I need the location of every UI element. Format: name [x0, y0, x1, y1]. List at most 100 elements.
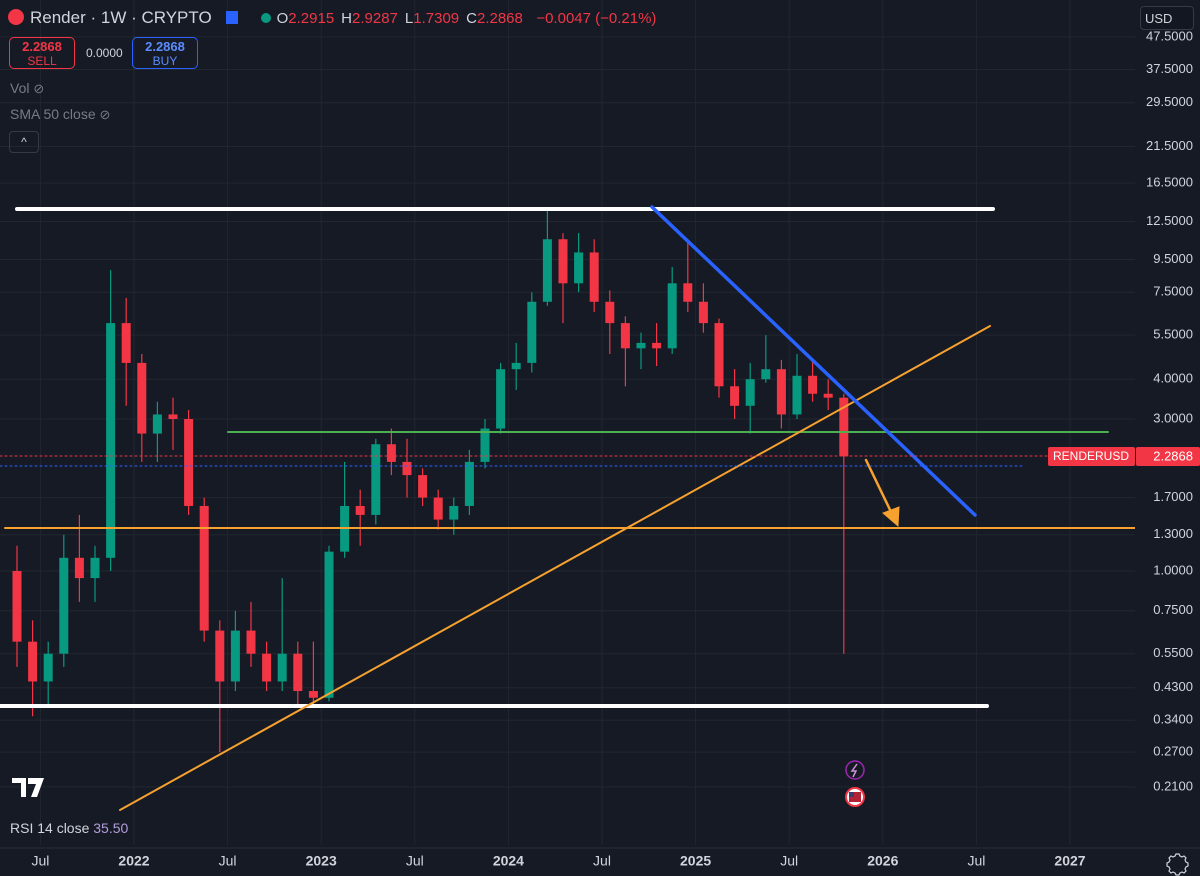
- y-tick-label: 0.7500: [1153, 602, 1193, 617]
- candle-body: [28, 641, 38, 682]
- settings-icon[interactable]: [1166, 853, 1189, 876]
- y-axis: 47.5000 37.5000 29.5000 21.5000 16.5000 12.50…: [1146, 28, 1193, 793]
- x-tick-label: 2024: [493, 853, 524, 869]
- y-tick-label: 0.4300: [1153, 679, 1193, 694]
- x-tick-label: 2022: [118, 853, 149, 869]
- ohlc-value: 2.2868: [476, 10, 523, 27]
- candle-body: [792, 375, 802, 415]
- candle-body: [449, 505, 459, 520]
- event-icon[interactable]: [845, 760, 865, 780]
- y-tick-label: 47.5000: [1146, 28, 1193, 43]
- price-tag-symbol-bg: [1048, 447, 1135, 466]
- x-tick-label: Jul: [219, 853, 237, 869]
- candle-body: [558, 239, 568, 284]
- vol-label: Vol: [10, 80, 30, 96]
- vol-indicator[interactable]: Vol ⊘: [10, 80, 44, 97]
- sell-button[interactable]: 2.2868 SELL: [9, 37, 75, 69]
- candle-body: [730, 386, 740, 406]
- candle-body: [776, 369, 786, 415]
- flag-canton: [849, 792, 854, 797]
- candle-body: [277, 653, 287, 682]
- sell-price: 2.2868: [22, 39, 62, 54]
- y-tick-label: 0.2100: [1153, 778, 1193, 793]
- y-tick-label: 1.7000: [1153, 489, 1193, 504]
- candle-body: [324, 551, 334, 698]
- arrow-shaft: [864, 458, 895, 518]
- status-dot: [260, 13, 271, 23]
- y-tick-label: 29.5000: [1146, 94, 1193, 109]
- candle-body: [714, 323, 724, 387]
- hide-icon: ⊘: [33, 81, 45, 96]
- flag-marker: [226, 11, 239, 24]
- blue-trendline: [650, 205, 977, 517]
- candle-body: [12, 570, 22, 642]
- candle-body: [355, 505, 365, 515]
- x-tick-label: Jul: [406, 853, 424, 869]
- candle-body: [480, 428, 490, 462]
- candle-body: [43, 653, 53, 682]
- y-tick-label: 0.3400: [1153, 712, 1193, 727]
- symbol[interactable]: Render · 1W · CRYPTO: [30, 8, 212, 27]
- orange-trendline: [119, 325, 991, 811]
- change: −0.0047 (−0.21%): [536, 10, 657, 27]
- candle-body: [527, 301, 537, 363]
- candle-body: [839, 397, 849, 457]
- hide-icon: ⊘: [99, 107, 111, 122]
- y-tick-label: 9.5000: [1153, 251, 1193, 266]
- candle-body: [652, 342, 662, 349]
- candle-body: [808, 375, 818, 394]
- x-tick-label: Jul: [593, 853, 611, 869]
- ohlc-key: O: [276, 10, 289, 27]
- x-tick-label: 2025: [680, 853, 711, 869]
- candle-body: [542, 239, 552, 302]
- spread: 0.0000: [86, 46, 123, 60]
- ohlc-value: 2.9287: [352, 10, 398, 27]
- symbol-logo: [8, 9, 24, 25]
- rsi-value: 35.50: [93, 820, 129, 836]
- collapse-button[interactable]: ^: [9, 131, 39, 153]
- candle-body: [371, 444, 381, 515]
- y-tick-label: 37.5000: [1146, 61, 1193, 76]
- candle-body: [745, 379, 755, 406]
- arrow-head: [882, 506, 900, 528]
- candle-body: [215, 630, 225, 682]
- buy-button[interactable]: 2.2868 BUY: [132, 37, 198, 69]
- candle-body: [574, 252, 584, 284]
- buy-price: 2.2868: [145, 39, 185, 54]
- candle-body: [667, 283, 677, 349]
- candle-body: [636, 342, 646, 349]
- candle-body: [761, 369, 771, 380]
- candle-body: [823, 393, 833, 398]
- x-tick-label: 2023: [306, 853, 337, 869]
- y-tick-label: 4.0000: [1153, 371, 1193, 386]
- event-bolt: [850, 763, 858, 778]
- candle-body: [246, 630, 256, 654]
- x-tick-label: Jul: [31, 853, 49, 869]
- candle-body: [90, 557, 100, 579]
- candle-body: [137, 362, 147, 434]
- candle-body: [293, 653, 303, 692]
- currency-button[interactable]: USD: [1140, 6, 1194, 30]
- candle-body: [74, 557, 84, 579]
- candle-body: [106, 323, 116, 558]
- ohlc-key: L: [404, 10, 414, 27]
- candle-body: [121, 323, 131, 363]
- symbol-line: Render · 1W · CRYPTO O2.2915 H2.9287 L1.73…: [8, 8, 656, 28]
- candle-body: [230, 630, 240, 682]
- tv-logo[interactable]: [12, 778, 44, 797]
- buy-label: BUY: [152, 54, 178, 68]
- candle-body: [59, 557, 69, 654]
- price-tag-bg: [1136, 447, 1200, 466]
- ohlc-value: 2.2915: [288, 10, 335, 27]
- y-tick-label: 0.2700: [1153, 744, 1193, 759]
- candle-body: [308, 691, 318, 698]
- sma-indicator[interactable]: SMA 50 close ⊘: [10, 106, 110, 123]
- y-tick-label: 1.0000: [1153, 562, 1193, 577]
- y-tick-label: 3.0000: [1153, 410, 1193, 425]
- candle-body: [199, 505, 209, 631]
- candle-body: [433, 497, 443, 520]
- y-tick-label: 5.5000: [1153, 327, 1193, 342]
- drawings: [0, 205, 1136, 811]
- candle-body: [496, 369, 506, 429]
